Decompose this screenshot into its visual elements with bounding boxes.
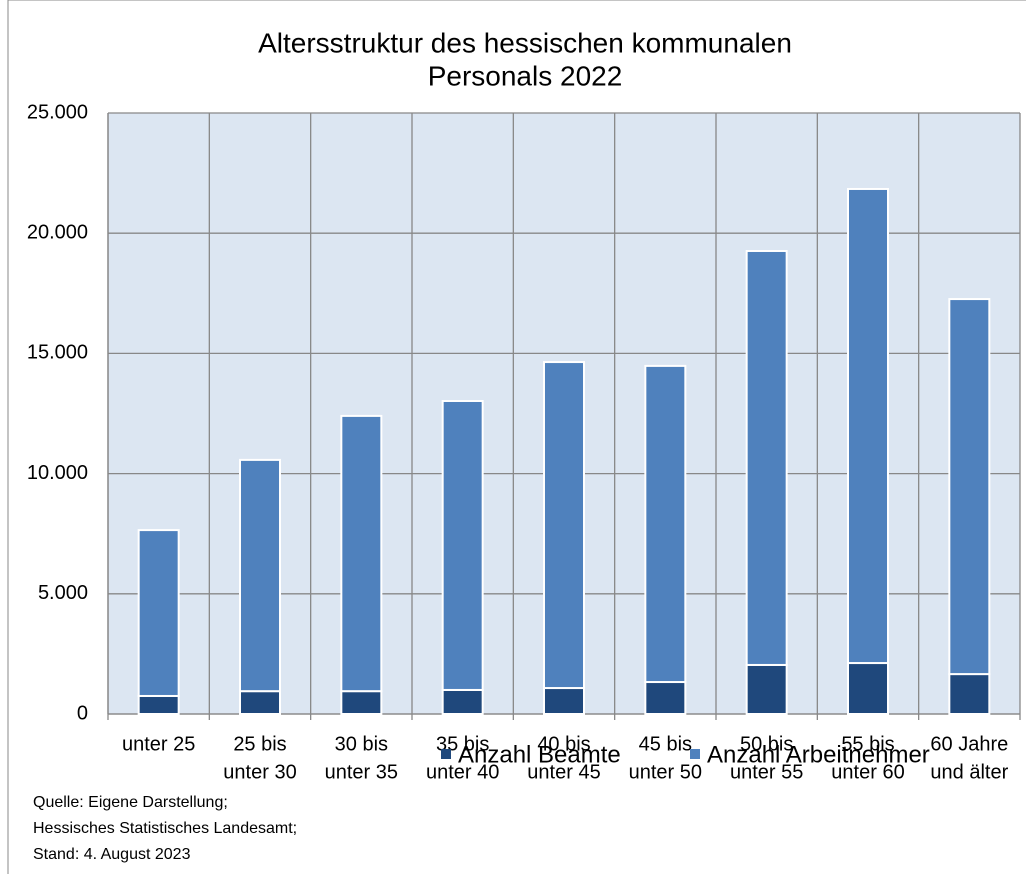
bar-segment	[847, 662, 889, 716]
x-tick-label: 55 bis	[841, 733, 894, 755]
bar-segment	[543, 361, 585, 690]
bar-segment	[441, 399, 484, 691]
legend-swatch	[441, 749, 451, 759]
bar-segment	[644, 681, 687, 715]
bar-segment	[137, 694, 180, 715]
bar-segment	[239, 458, 281, 693]
x-tick-label: unter 60	[831, 761, 904, 783]
x-tick-label: unter 50	[629, 761, 702, 783]
bar-segment	[745, 663, 788, 715]
x-tick-label: 45 bis	[639, 733, 692, 755]
x-tick-label: unter 35	[325, 761, 398, 783]
legend-label: Anzahl Beamte	[458, 741, 621, 768]
x-tick-label: 30 bis	[335, 733, 388, 755]
x-tick-label: 25 bis	[233, 733, 286, 755]
bar-segment	[441, 688, 484, 716]
y-tick-label: 5.000	[38, 582, 88, 604]
bar-segment	[340, 414, 383, 693]
legend-swatch	[690, 749, 700, 759]
chart-title: Personals 2022	[428, 60, 623, 91]
x-tick-label: 50 bis	[740, 733, 793, 755]
y-tick-label: 15.000	[27, 342, 88, 364]
bar-segment	[239, 690, 281, 715]
y-tick-label: 0	[77, 702, 88, 724]
x-tick-label: unter 30	[223, 761, 296, 783]
x-tick-label: und älter	[930, 761, 1008, 783]
bar-segment	[745, 249, 788, 666]
chart-title: Altersstruktur des hessischen kommunalen	[258, 27, 792, 58]
source-note: Hessisches Statistisches Landesamt;	[33, 820, 297, 837]
y-tick-label: 20.000	[27, 221, 88, 243]
x-tick-label: unter 45	[527, 761, 600, 783]
source-note: Stand: 4. August 2023	[33, 846, 191, 863]
bar-segment	[340, 690, 383, 715]
x-tick-label: unter 40	[426, 761, 499, 783]
x-tick-label: unter 25	[122, 733, 195, 755]
x-tick-label: 60 Jahre	[930, 733, 1008, 755]
x-tick-label: unter 55	[730, 761, 803, 783]
legend-label: Anzahl Arbeitnehmer	[707, 741, 930, 768]
source-note: Quelle: Eigene Darstellung;	[33, 794, 228, 811]
bar-segment	[847, 187, 889, 665]
bar-segment	[543, 687, 585, 716]
bar-segment	[644, 364, 687, 684]
y-tick-label: 10.000	[27, 462, 88, 484]
bar-segment	[948, 673, 991, 716]
y-tick-label: 25.000	[27, 101, 88, 123]
bar-segment	[137, 529, 180, 697]
chart-frame	[7, 0, 1026, 879]
bar-segment	[948, 298, 991, 676]
x-tick-label: 40 bis	[537, 733, 590, 755]
